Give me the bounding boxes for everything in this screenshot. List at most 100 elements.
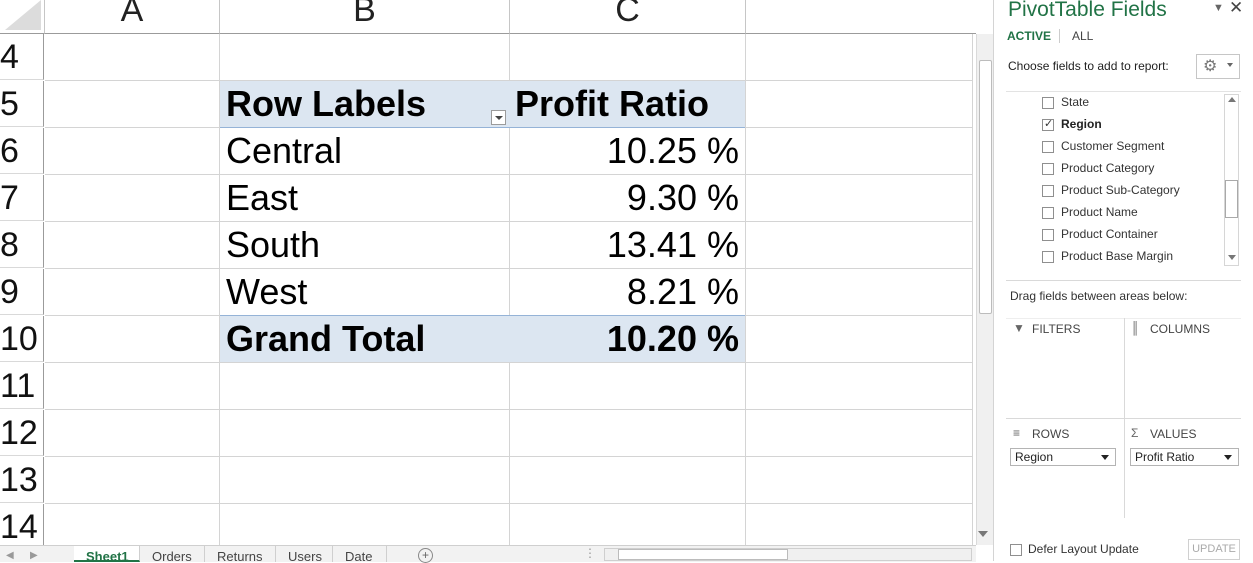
row-header-13[interactable]: 13 (0, 457, 44, 503)
close-icon[interactable]: ✕ (1229, 0, 1244, 17)
columns-area-label: COLUMNS (1150, 322, 1211, 336)
pivot-row-value[interactable]: 13.41 % (606, 224, 739, 265)
row-header-4[interactable]: 4 (0, 34, 44, 80)
field-checkbox[interactable] (1042, 97, 1054, 109)
scroll-up-arrow-icon[interactable] (1228, 97, 1236, 102)
pivot-row-value[interactable]: 10.25 % (606, 130, 739, 171)
field-label[interactable]: Product Container (1061, 227, 1158, 241)
field-checkbox[interactable] (1042, 251, 1054, 263)
sheet-tab-date[interactable]: Date (333, 546, 387, 562)
tab-scroll-right-icon[interactable]: ▶ (30, 550, 38, 561)
pivot-total-overline (220, 315, 745, 316)
tab-active[interactable]: ACTIVE (1007, 29, 1052, 43)
columns-icon: ║ (1131, 321, 1140, 335)
filter-icon: ▼ (1013, 321, 1025, 335)
tab-all[interactable]: ALL (1072, 29, 1094, 43)
row-header-14[interactable]: 14 (0, 504, 44, 545)
column-header-a[interactable]: A (45, 0, 220, 34)
choose-fields-label: Choose fields to add to report: (1008, 59, 1169, 73)
chevron-down-icon[interactable] (1224, 455, 1232, 460)
field-label[interactable]: Product Category (1061, 161, 1155, 175)
horizontal-scroll-thumb[interactable] (618, 549, 788, 560)
row-header-7[interactable]: 7 (0, 175, 44, 221)
sigma-icon: Σ (1131, 426, 1139, 440)
chip-label: Region (1015, 450, 1054, 464)
scroll-down-arrow-icon[interactable] (978, 531, 988, 537)
rows-field-chip[interactable]: Region (1010, 448, 1116, 466)
divider (1006, 280, 1241, 281)
pivot-row-label[interactable]: West (226, 271, 308, 312)
field-list (1006, 91, 1241, 268)
row-header-5[interactable]: 5 (0, 81, 44, 127)
columns-drop-area[interactable] (1128, 340, 1240, 416)
pivot-row-value[interactable]: 9.30 % (626, 177, 739, 218)
field-checkbox[interactable] (1042, 185, 1054, 197)
scroll-down-arrow-icon[interactable] (1228, 255, 1236, 260)
field-list-scroll-thumb[interactable] (1225, 180, 1238, 218)
filters-drop-area[interactable] (1008, 340, 1120, 416)
sheet-tab-users[interactable]: Users (276, 546, 333, 562)
row-labels-filter-dropdown[interactable] (491, 110, 506, 125)
field-label[interactable]: Product Sub-Category (1061, 183, 1180, 197)
field-checkbox[interactable] (1042, 207, 1054, 219)
vertical-scroll-thumb[interactable] (979, 60, 992, 314)
sheet-tab-orders[interactable]: Orders (140, 546, 205, 562)
rows-icon: ≡ (1013, 426, 1021, 440)
column-header-blank[interactable] (746, 0, 976, 34)
gridline (45, 268, 972, 269)
chip-label: Profit Ratio (1135, 450, 1195, 464)
gridline (509, 34, 510, 545)
row-header-10[interactable]: 10 (0, 316, 44, 362)
gridline (45, 456, 972, 457)
column-header-c[interactable]: C (510, 0, 746, 34)
pivot-row-value[interactable]: 8.21 % (626, 271, 739, 312)
field-label[interactable]: Region (1061, 117, 1102, 131)
pane-options-chevron-icon[interactable]: ▼ (1213, 2, 1224, 14)
defer-layout-label: Defer Layout Update (1028, 542, 1139, 556)
values-field-chip[interactable]: Profit Ratio (1130, 448, 1239, 466)
gear-icon[interactable]: ⚙ (1203, 58, 1218, 75)
divider (1006, 318, 1241, 319)
sheet-tab-sheet1[interactable]: Sheet1 (74, 546, 140, 562)
pivot-row-label[interactable]: South (226, 224, 321, 265)
gridline (45, 221, 972, 222)
row-header-6[interactable]: 6 (0, 128, 44, 174)
pivot-row-label[interactable]: East (226, 177, 299, 218)
field-label[interactable]: State (1061, 95, 1090, 109)
worksheet-grid[interactable]: A B C 4 5 6 7 8 9 10 11 12 13 14 Row Lab… (0, 0, 976, 545)
field-label[interactable]: Product Name (1061, 205, 1138, 219)
field-checkbox[interactable] (1042, 163, 1054, 175)
column-header-b[interactable]: B (220, 0, 510, 34)
row-header-8[interactable]: 8 (0, 222, 44, 268)
pivot-grand-total-label[interactable]: Grand Total (226, 318, 426, 359)
select-all-corner[interactable] (0, 0, 45, 34)
row-header-11[interactable]: 11 (0, 363, 44, 409)
pane-title: PivotTable Fields (1008, 0, 1167, 21)
field-checkbox[interactable] (1042, 229, 1054, 241)
gridline (45, 362, 972, 363)
rows-area-label: ROWS (1032, 427, 1070, 441)
gridline (45, 503, 972, 504)
tab-scroll-left-icon[interactable]: ◀ (6, 550, 14, 561)
gridline (45, 80, 972, 81)
field-label[interactable]: Product Base Margin (1061, 249, 1174, 263)
pivot-value-header[interactable]: Profit Ratio (515, 83, 709, 124)
sheet-tab-returns[interactable]: Returns (205, 546, 276, 562)
defer-layout-checkbox[interactable] (1010, 544, 1022, 556)
chevron-down-icon[interactable] (1227, 63, 1233, 67)
row-header-9[interactable]: 9 (0, 269, 44, 315)
field-checkbox[interactable] (1042, 141, 1054, 153)
pivot-row-label[interactable]: Central (226, 130, 343, 171)
pivot-header-underline (220, 127, 745, 128)
chevron-down-icon[interactable] (1101, 455, 1109, 460)
field-label[interactable]: Customer Segment (1061, 139, 1165, 153)
tab-separator (1059, 29, 1060, 43)
update-button[interactable]: UPDATE (1188, 539, 1240, 560)
gridline (745, 34, 746, 545)
pivot-row-labels-header[interactable]: Row Labels (226, 83, 427, 124)
pivot-grand-total-value[interactable]: 10.20 % (606, 318, 739, 359)
field-checkbox[interactable] (1042, 117, 1054, 131)
pivot-header-band (220, 81, 745, 127)
splitter-handle-icon[interactable]: ⋮ (584, 546, 596, 560)
row-header-12[interactable]: 12 (0, 410, 44, 456)
